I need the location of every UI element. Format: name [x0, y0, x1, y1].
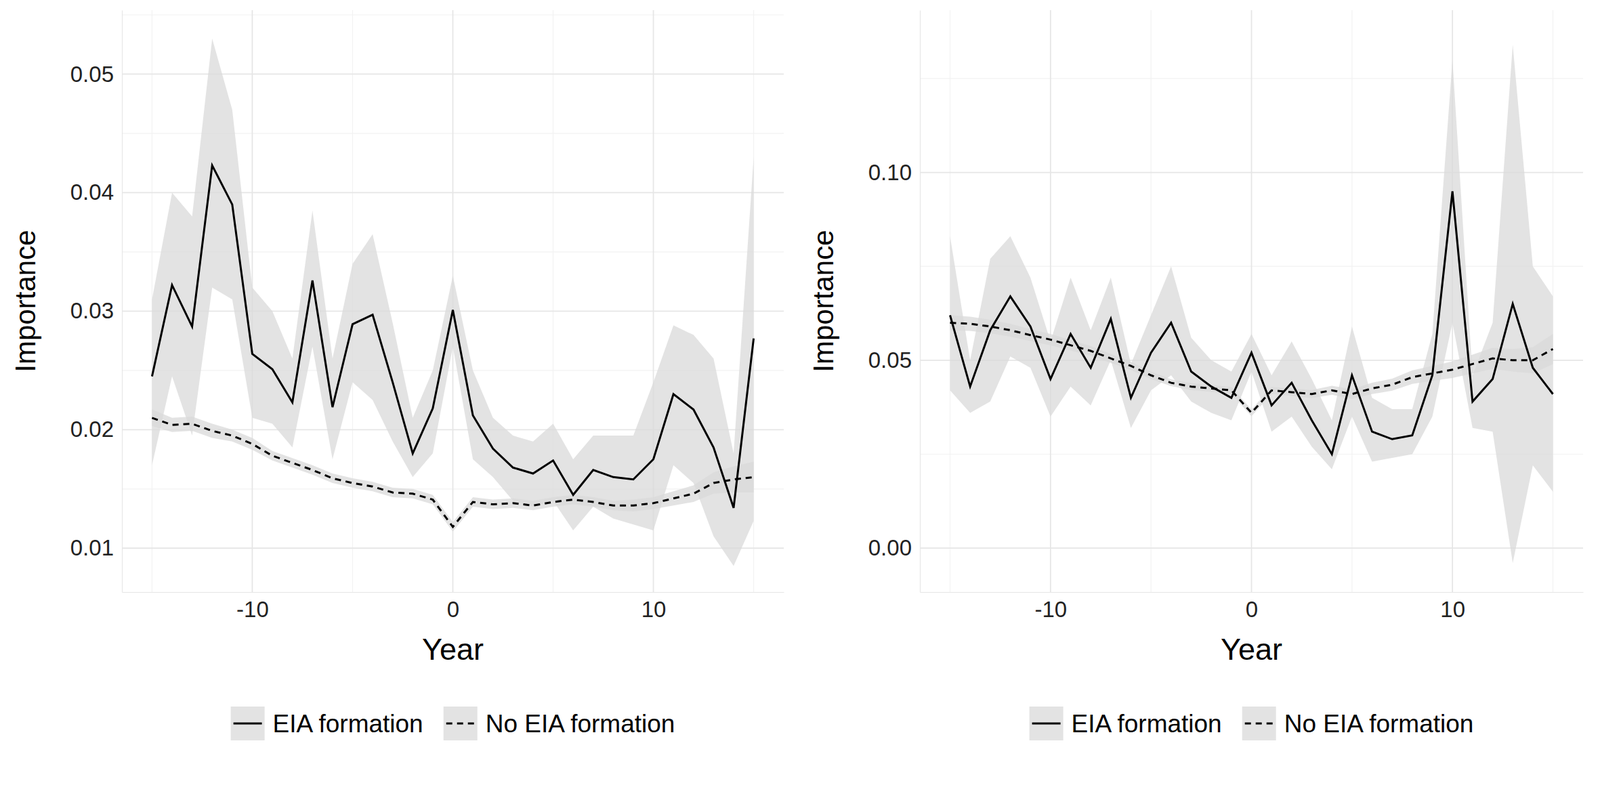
x-tick-label: 0	[447, 596, 460, 622]
x-tick: -10	[236, 592, 269, 622]
x-axis: -10 0 10	[920, 592, 1584, 622]
grid-line	[121, 547, 784, 549]
plot-area	[950, 44, 1554, 563]
x-tick-label: 10	[641, 596, 667, 622]
legend-line	[233, 722, 263, 725]
legend-line	[446, 722, 475, 725]
y-axis-title: Importance	[9, 229, 42, 372]
x-tick: 0	[447, 592, 460, 622]
y-tick-label: 0.00	[868, 535, 912, 561]
confidence-band	[950, 314, 1554, 416]
minor-grid-line	[1351, 10, 1353, 593]
legend-key	[443, 706, 478, 741]
x-axis-line	[122, 592, 785, 593]
y-axis-line	[919, 10, 921, 593]
grid	[121, 10, 784, 593]
legend-key	[1242, 706, 1277, 741]
y-axis-title: Importance	[807, 229, 840, 372]
y-tick-label: 0.02	[70, 416, 114, 442]
y-tick-label: 0.10	[868, 159, 912, 185]
legend-label: EIA formation	[272, 709, 424, 738]
y-tick-label: 0.01	[70, 535, 114, 561]
minor-grid-line	[1150, 10, 1152, 593]
series-line	[950, 322, 1554, 413]
y-axis: 0.01 0.02 0.03 0.04 0.05	[70, 10, 123, 593]
x-tick: -10	[1034, 592, 1067, 622]
grid-line	[919, 172, 1584, 174]
legend: EIA formation No EIA formation	[1029, 706, 1475, 741]
y-tick: 0.01	[70, 535, 122, 561]
y-tick: 0.05	[868, 347, 920, 373]
y-tick: 0.05	[70, 61, 122, 87]
series-line	[151, 165, 754, 509]
series-line	[151, 417, 754, 528]
panel: -10 0 10 0.01 0.02 0.03 0.04 0.05 Year Importance…	[9, 10, 785, 741]
legend-line	[1032, 722, 1061, 725]
grid-line	[919, 547, 1584, 549]
x-tick: 10	[1440, 592, 1466, 622]
x-tick: 0	[1245, 592, 1258, 622]
panel: -10 0 10 0.00 0.05 0.10 Year Importance EIA form…	[807, 10, 1584, 741]
confidence-band	[950, 44, 1554, 563]
x-tick: 10	[641, 592, 667, 622]
y-tick: 0.02	[70, 416, 122, 442]
x-tick-label: 10	[1440, 596, 1466, 622]
figure: -10 0 10 0.01 0.02 0.03 0.04 0.05 Year Importance…	[0, 0, 1600, 800]
x-axis-line	[920, 592, 1584, 593]
y-tick-label: 0.04	[70, 179, 114, 205]
x-tick-label: 0	[1245, 596, 1258, 622]
y-tick: 0.03	[70, 298, 122, 324]
y-tick: 0.04	[70, 179, 122, 205]
x-tick-label: -10	[236, 596, 269, 622]
legend-key	[1029, 706, 1064, 741]
confidence-band	[151, 38, 754, 567]
x-axis-title: Year	[1220, 632, 1283, 667]
y-tick: 0.00	[868, 535, 920, 561]
x-axis: -10 0 10	[122, 592, 785, 622]
legend-label: No EIA formation	[485, 709, 676, 738]
legend-label: EIA formation	[1071, 709, 1223, 738]
y-tick-label: 0.05	[70, 61, 114, 87]
y-axis-line	[121, 10, 123, 593]
x-tick-label: -10	[1034, 596, 1067, 622]
legend-label: No EIA formation	[1284, 709, 1475, 738]
series-line	[950, 191, 1554, 454]
legend-key	[230, 706, 265, 741]
grid-line	[1251, 10, 1253, 593]
plot-area	[151, 38, 754, 567]
grid	[919, 10, 1584, 593]
legend: EIA formation No EIA formation	[230, 706, 676, 741]
y-tick: 0.10	[868, 159, 920, 185]
legend-line	[1245, 722, 1274, 725]
grid-line	[1049, 10, 1052, 593]
y-tick-label: 0.03	[70, 298, 114, 324]
y-axis: 0.00 0.05 0.10	[868, 10, 921, 593]
y-tick-label: 0.05	[868, 347, 912, 373]
x-axis-title: Year	[422, 632, 484, 667]
